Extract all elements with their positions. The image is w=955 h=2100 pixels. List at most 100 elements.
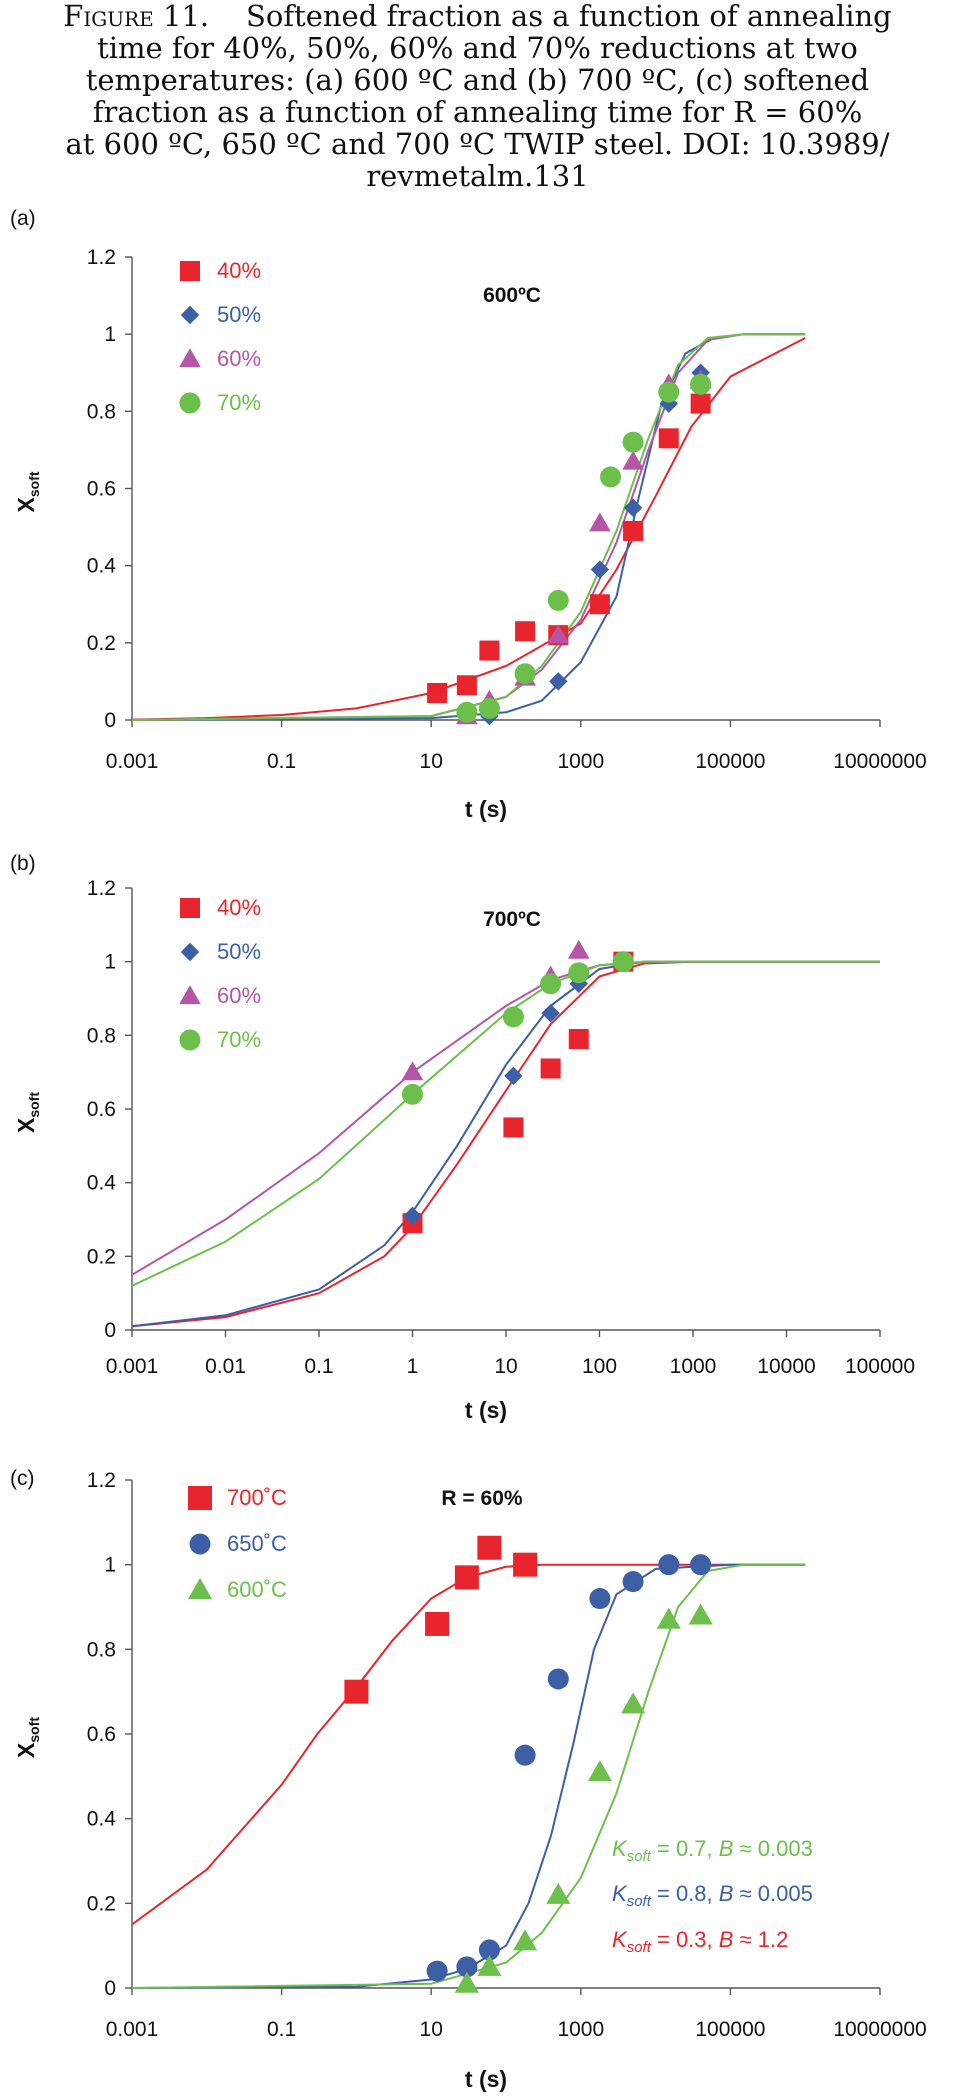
chart-c: (c) 0 0.2 0.4 0.6 0.8 1 1.2 0.001 0.1 10 1000 100000… bbox=[10, 1467, 927, 2092]
data-point bbox=[541, 1004, 560, 1023]
y-tick-label: 0.2 bbox=[87, 1245, 116, 1268]
data-point bbox=[690, 393, 711, 414]
x-tick-label: 0.1 bbox=[267, 2018, 296, 2041]
data-point bbox=[589, 1588, 611, 1610]
legend-label: 40% bbox=[217, 258, 261, 283]
series-0 bbox=[427, 393, 711, 703]
legend-label: 70% bbox=[217, 1027, 261, 1052]
data-point bbox=[503, 1117, 524, 1138]
series-1 bbox=[426, 1554, 712, 1982]
data-point bbox=[344, 1679, 369, 1704]
data-point bbox=[426, 1960, 448, 1982]
y-tick-label: 1 bbox=[104, 951, 116, 974]
data-point bbox=[478, 697, 500, 719]
x-tick-label: 100 bbox=[582, 1355, 617, 1378]
x-tick-label: 10 bbox=[420, 750, 443, 773]
y-axis-label: Xsoft bbox=[13, 1717, 42, 1758]
x-tick-label: 100000 bbox=[695, 750, 765, 773]
caption-line-1: Figure 11. Softened fraction as a functi… bbox=[0, 0, 955, 32]
data-point bbox=[569, 974, 588, 993]
data-point bbox=[454, 1971, 479, 1993]
legend-label: 50% bbox=[217, 302, 261, 327]
y-tick-label: 0.8 bbox=[87, 1638, 116, 1661]
data-point bbox=[454, 1565, 479, 1590]
caption-figure-number: Figure 11. bbox=[63, 0, 210, 33]
data-point bbox=[547, 1668, 569, 1690]
legend-marker bbox=[188, 1486, 212, 1510]
y-tick-label: 0.4 bbox=[87, 1808, 117, 1831]
x-axis-label: t (s) bbox=[465, 796, 507, 822]
data-point bbox=[403, 1206, 422, 1226]
data-point bbox=[514, 663, 536, 685]
figure-caption: Figure 11. Softened fraction as a functi… bbox=[0, 0, 955, 192]
caption-line-6: revmetalm.131 bbox=[366, 159, 589, 193]
x-tick-label: 100000 bbox=[695, 2018, 765, 2041]
x-tick-label: 10 bbox=[494, 1355, 517, 1378]
caption-text-1: Softened fraction as a function of annea… bbox=[246, 0, 892, 33]
legend-label: 700˚C bbox=[227, 1485, 287, 1510]
panel-label: (c) bbox=[10, 1467, 35, 1490]
y-tick-label: 0.6 bbox=[87, 478, 116, 501]
data-point bbox=[540, 1058, 561, 1079]
data-point bbox=[623, 520, 644, 541]
x-tick-label: 0.1 bbox=[304, 1355, 333, 1378]
data-point bbox=[514, 1744, 536, 1766]
data-point bbox=[546, 1882, 571, 1904]
y-tick-label: 1 bbox=[104, 323, 116, 346]
data-point bbox=[456, 675, 477, 696]
data-point bbox=[477, 1954, 502, 1976]
data-point bbox=[479, 640, 500, 661]
fit-line-3 bbox=[131, 960, 880, 1287]
chart-title: R = 60% bbox=[441, 1487, 522, 1510]
data-point bbox=[567, 939, 590, 959]
caption-line-2: time for 40%, 50%, 60% and 70% reduction… bbox=[97, 31, 858, 65]
legend-marker bbox=[188, 1578, 212, 1599]
data-point bbox=[456, 701, 478, 723]
data-point bbox=[587, 1760, 612, 1782]
data-point bbox=[547, 589, 569, 611]
y-tick-label: 0.2 bbox=[87, 632, 116, 655]
legend-marker bbox=[189, 1533, 211, 1555]
legend-marker bbox=[180, 305, 200, 325]
y-tick-label: 1 bbox=[104, 1554, 116, 1577]
x-tick-label: 10000000 bbox=[833, 750, 926, 773]
panel-label: (b) bbox=[10, 852, 36, 875]
x-axis-label: t (s) bbox=[465, 2066, 507, 2092]
chart-title: 700ºC bbox=[483, 908, 541, 931]
series-3 bbox=[402, 951, 634, 1105]
x-tick-label: 0.001 bbox=[106, 2018, 159, 2041]
data-point bbox=[622, 431, 644, 453]
x-tick-label: 0.01 bbox=[205, 1355, 246, 1378]
data-point bbox=[513, 1552, 538, 1577]
y-tick-label: 0.6 bbox=[87, 1098, 116, 1121]
legend-marker bbox=[180, 261, 200, 281]
legend-marker bbox=[179, 392, 201, 414]
data-point bbox=[540, 973, 562, 995]
x-tick-label: 10000 bbox=[757, 1355, 815, 1378]
legend-marker bbox=[179, 1029, 201, 1051]
caption-line-4: fraction as a function of annealing time… bbox=[92, 95, 863, 129]
data-point bbox=[502, 1006, 524, 1028]
x-tick-label: 1000 bbox=[670, 1355, 717, 1378]
fit-line-0 bbox=[131, 337, 806, 721]
data-point bbox=[621, 1692, 646, 1714]
data-point bbox=[690, 1554, 712, 1576]
legend-marker bbox=[179, 985, 201, 1005]
legend-label: 650˚C bbox=[227, 1531, 287, 1556]
data-point bbox=[456, 1956, 478, 1978]
data-point bbox=[622, 1571, 644, 1593]
x-tick-label: 0.001 bbox=[106, 750, 159, 773]
data-point bbox=[622, 450, 644, 470]
legend-marker bbox=[180, 898, 200, 918]
data-point bbox=[401, 1061, 424, 1081]
data-point bbox=[402, 1083, 423, 1105]
series-2 bbox=[454, 1603, 713, 1993]
y-tick-label: 1.2 bbox=[87, 877, 116, 900]
y-tick-label: 0.8 bbox=[87, 400, 116, 423]
data-point bbox=[568, 962, 590, 984]
data-point bbox=[547, 624, 570, 644]
series-1 bbox=[480, 363, 710, 726]
data-point bbox=[589, 594, 610, 615]
x-tick-label: 1 bbox=[407, 1355, 419, 1378]
fit-annotation: Ksoft = 0.7, B ≈ 0.003 bbox=[612, 1836, 813, 1865]
